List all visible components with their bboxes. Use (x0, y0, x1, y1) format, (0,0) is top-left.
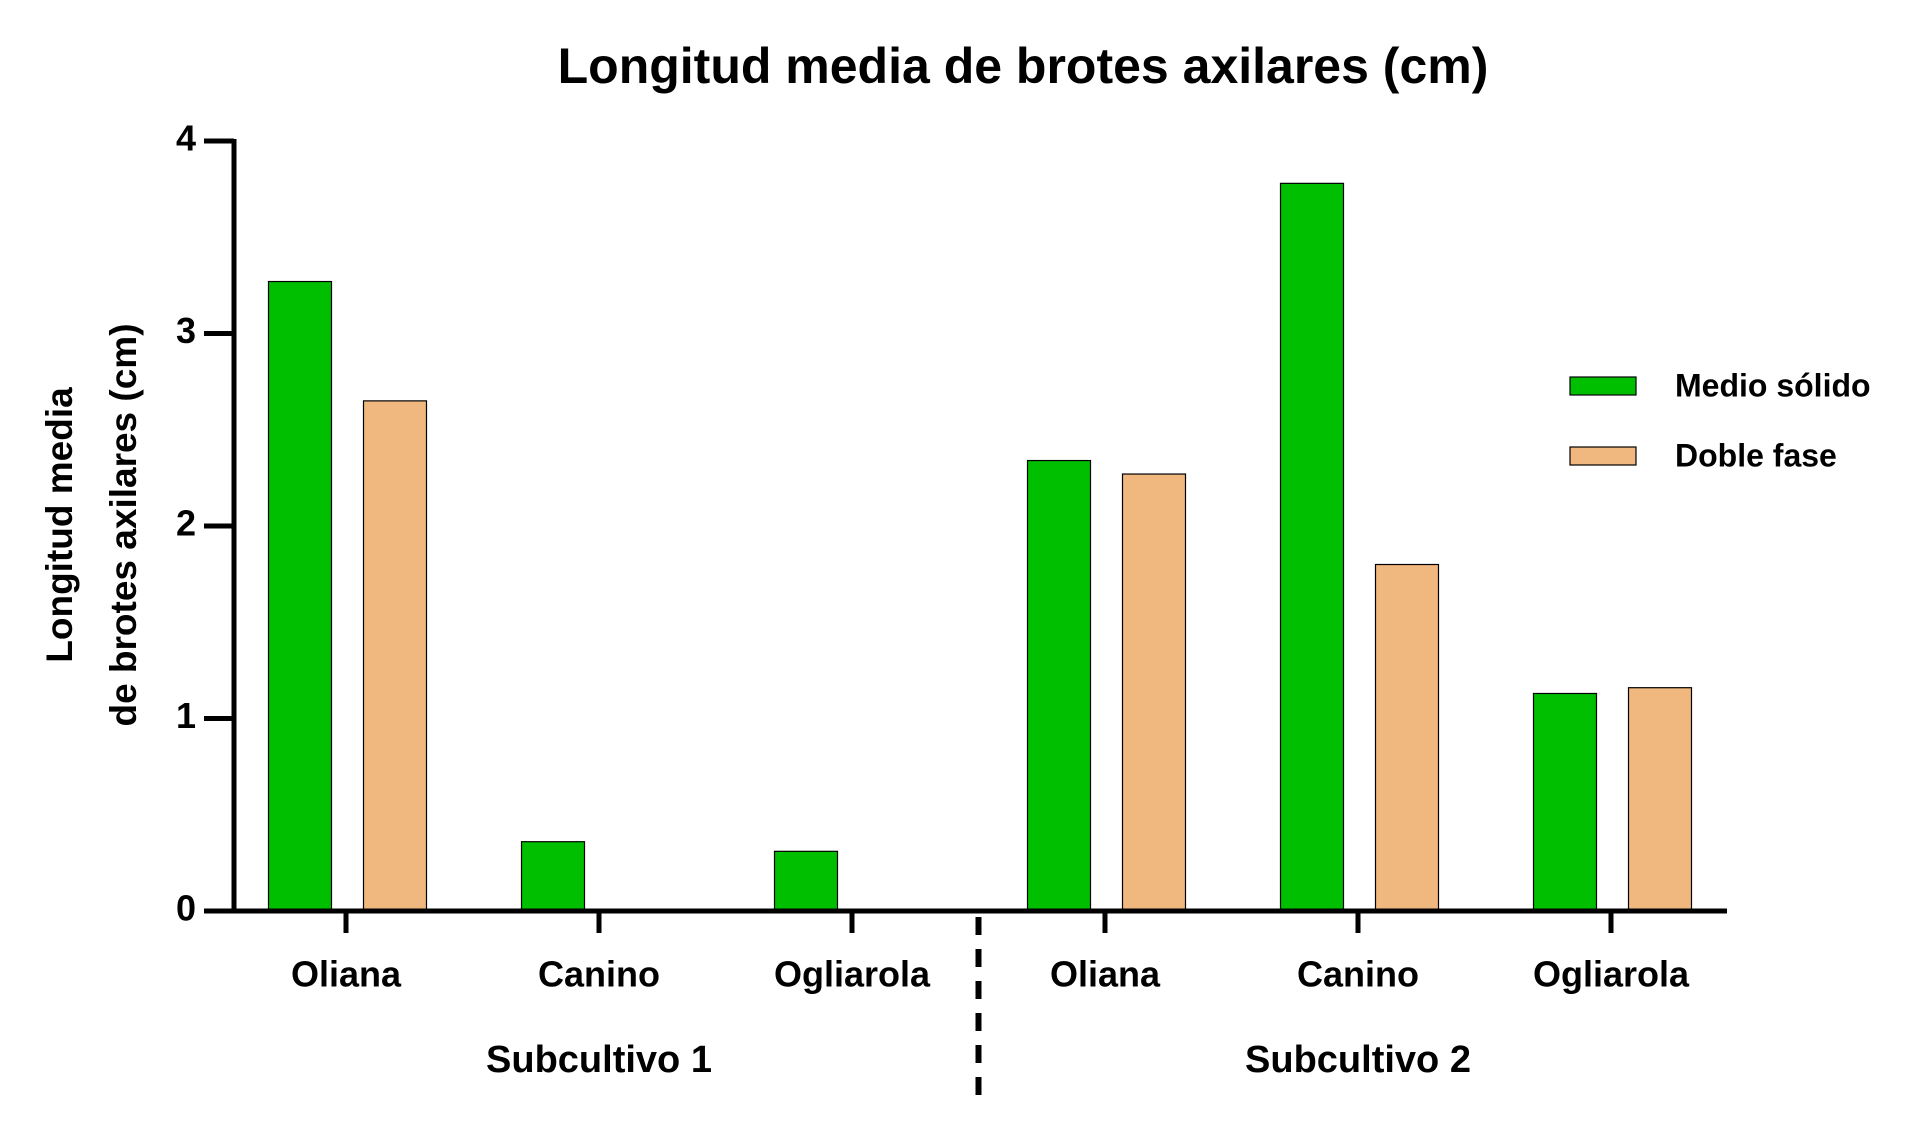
y-axis-label-line: de brotes axilares (cm) (103, 323, 144, 726)
legend-swatch (1569, 376, 1637, 396)
chart-title: Longitud media de brotes axilares (cm) (558, 38, 1489, 94)
y-axis-label-line: Longitud media (39, 387, 80, 663)
bar (362, 400, 428, 912)
x-tick-label: Ogliarola (774, 954, 931, 995)
bar (773, 850, 839, 912)
x-tick-label: Oliana (1050, 954, 1161, 995)
legend-label: Medio sólido (1675, 367, 1871, 403)
x-tick-label: Canino (538, 954, 660, 995)
bar (1627, 687, 1693, 912)
y-tick-label: 1 (176, 695, 196, 736)
legend-label: Doble fase (1675, 437, 1837, 473)
y-tick-label: 2 (176, 503, 196, 544)
y-tick-label: 4 (176, 118, 196, 159)
bar (520, 841, 586, 912)
group-label: Subcultivo 1 (486, 1039, 712, 1081)
y-tick-label: 0 (176, 888, 196, 929)
bar (267, 280, 333, 912)
bar (1532, 692, 1598, 912)
bar (1026, 459, 1092, 912)
x-tick-label: Oliana (291, 954, 402, 995)
legend-swatch (1569, 446, 1637, 466)
x-tick-label: Canino (1297, 954, 1419, 995)
x-tick-label: Ogliarola (1533, 954, 1690, 995)
y-tick-label: 3 (176, 310, 196, 351)
bar (1279, 182, 1345, 912)
y-axis-label: Longitud media de brotes axilares (cm) (39, 323, 144, 726)
bar (1121, 473, 1187, 912)
group-label: Subcultivo 2 (1245, 1039, 1471, 1081)
bar (1374, 563, 1440, 912)
